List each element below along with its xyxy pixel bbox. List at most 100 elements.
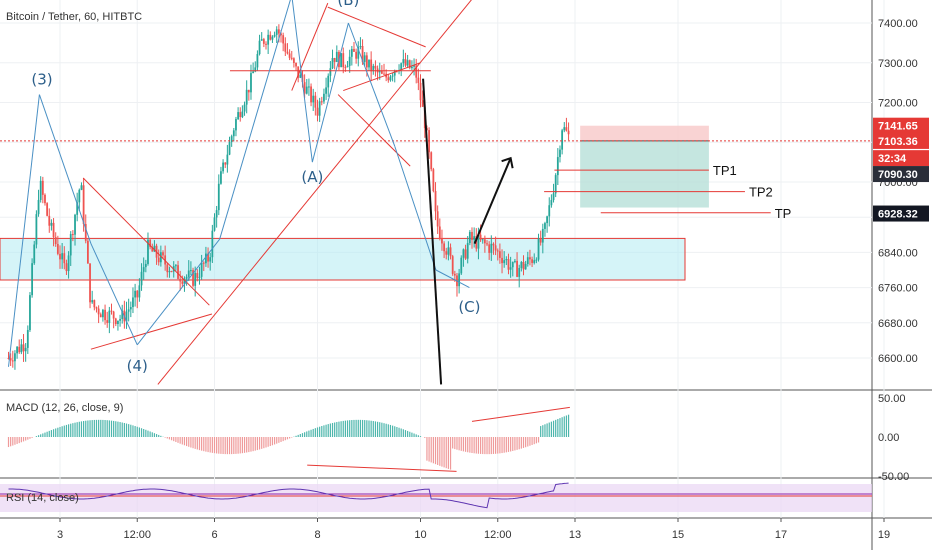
wave-segment — [291, 0, 313, 163]
candle-body — [82, 185, 85, 225]
candle-body — [374, 65, 377, 69]
candle-body — [541, 228, 544, 243]
wave-a-line — [291, 2, 329, 91]
target-area — [580, 140, 709, 208]
triangle-lower — [90, 313, 213, 350]
candle-body — [144, 263, 147, 268]
candle-body — [65, 263, 68, 272]
candle-body — [383, 73, 385, 75]
candle-body — [494, 245, 497, 251]
candle-body — [503, 260, 506, 264]
target-label: TP2 — [749, 185, 773, 200]
trend-drawings — [0, 0, 872, 385]
price-tick-label: 7400.00 — [878, 18, 918, 30]
candle-body — [217, 183, 220, 211]
candle-body — [350, 48, 353, 57]
candle-body — [488, 244, 491, 253]
price-tick-label: 6680.00 — [878, 318, 918, 330]
candle-body — [18, 346, 21, 353]
candle-body — [290, 57, 293, 59]
candle-body — [393, 70, 396, 76]
candle-body — [129, 307, 132, 310]
time-tick-label: 3 — [57, 529, 63, 541]
candle-body — [445, 251, 448, 255]
candle-body — [280, 33, 282, 36]
candle-body — [335, 51, 338, 62]
candle-body — [134, 290, 137, 298]
candle-body — [16, 346, 18, 354]
candle-body — [539, 238, 542, 243]
candle-body — [93, 300, 96, 308]
candle-body — [213, 217, 216, 231]
candle-body — [54, 237, 57, 244]
candle-body — [273, 34, 276, 37]
macd-divergence — [307, 464, 457, 472]
wave-label: (3) — [31, 71, 52, 89]
candle-body — [196, 273, 199, 278]
candle-body — [226, 154, 229, 165]
rsi-panel — [0, 482, 872, 512]
candle-body — [413, 65, 415, 67]
price-tag — [873, 166, 929, 183]
candle-body — [44, 194, 46, 204]
candle-body — [400, 63, 403, 71]
candle-body — [230, 136, 233, 143]
candle-body — [61, 253, 64, 260]
arrow-head — [501, 156, 514, 169]
candle-body — [451, 256, 454, 274]
candle-body — [518, 267, 521, 277]
candle-body — [232, 130, 235, 137]
candle-body — [224, 162, 227, 165]
candle-body — [76, 202, 79, 215]
candle-body — [46, 203, 49, 216]
support-zone-rect — [0, 237, 686, 281]
candle-body — [267, 34, 270, 45]
candle-body — [127, 309, 130, 312]
time-tick-label: 12:00 — [123, 529, 151, 541]
price-axis[interactable]: 6600.006680.006760.006840.006920.007000.… — [873, 18, 929, 365]
candle-body — [316, 107, 319, 116]
candle-body — [471, 231, 473, 240]
candle-body — [453, 273, 456, 276]
time-tick-label: 8 — [314, 529, 320, 541]
candle-body — [220, 171, 222, 184]
candle-body — [89, 263, 91, 303]
candle-body — [447, 247, 450, 255]
price-tick-label: 7200.00 — [878, 98, 918, 110]
candle-body — [370, 59, 373, 72]
candle-body — [550, 200, 553, 206]
candle-body — [211, 230, 214, 258]
candle-body — [325, 87, 327, 94]
candle-body — [312, 95, 315, 103]
macd-divergence — [471, 406, 570, 422]
candle-body — [69, 234, 72, 256]
candle-body — [483, 239, 486, 244]
candle-body — [318, 101, 321, 116]
wave-segment — [311, 22, 349, 163]
candle-body — [31, 263, 34, 296]
macd-label: MACD (12, 26, close, 9) — [6, 402, 123, 414]
rsi-label: RSI (14, close) — [6, 492, 79, 504]
candle-body — [166, 264, 169, 273]
candle-body — [41, 180, 44, 195]
candle-body — [310, 86, 312, 103]
candle-body — [477, 234, 480, 249]
candle-body — [207, 253, 209, 262]
candle-body — [323, 93, 325, 102]
time-tick-label: 10 — [414, 529, 426, 541]
candle-body — [529, 257, 531, 260]
candle-body — [509, 267, 512, 270]
wave-label: (A) — [301, 168, 323, 186]
candle-body — [14, 353, 16, 362]
candle-body — [80, 185, 83, 190]
candle-body — [52, 222, 55, 238]
candle-body — [205, 253, 207, 264]
candle-body — [443, 243, 446, 252]
candle-body — [185, 276, 188, 279]
candle-body — [537, 238, 540, 260]
candle-body — [473, 236, 476, 240]
stop-area — [580, 125, 709, 141]
candle-body — [151, 247, 154, 252]
